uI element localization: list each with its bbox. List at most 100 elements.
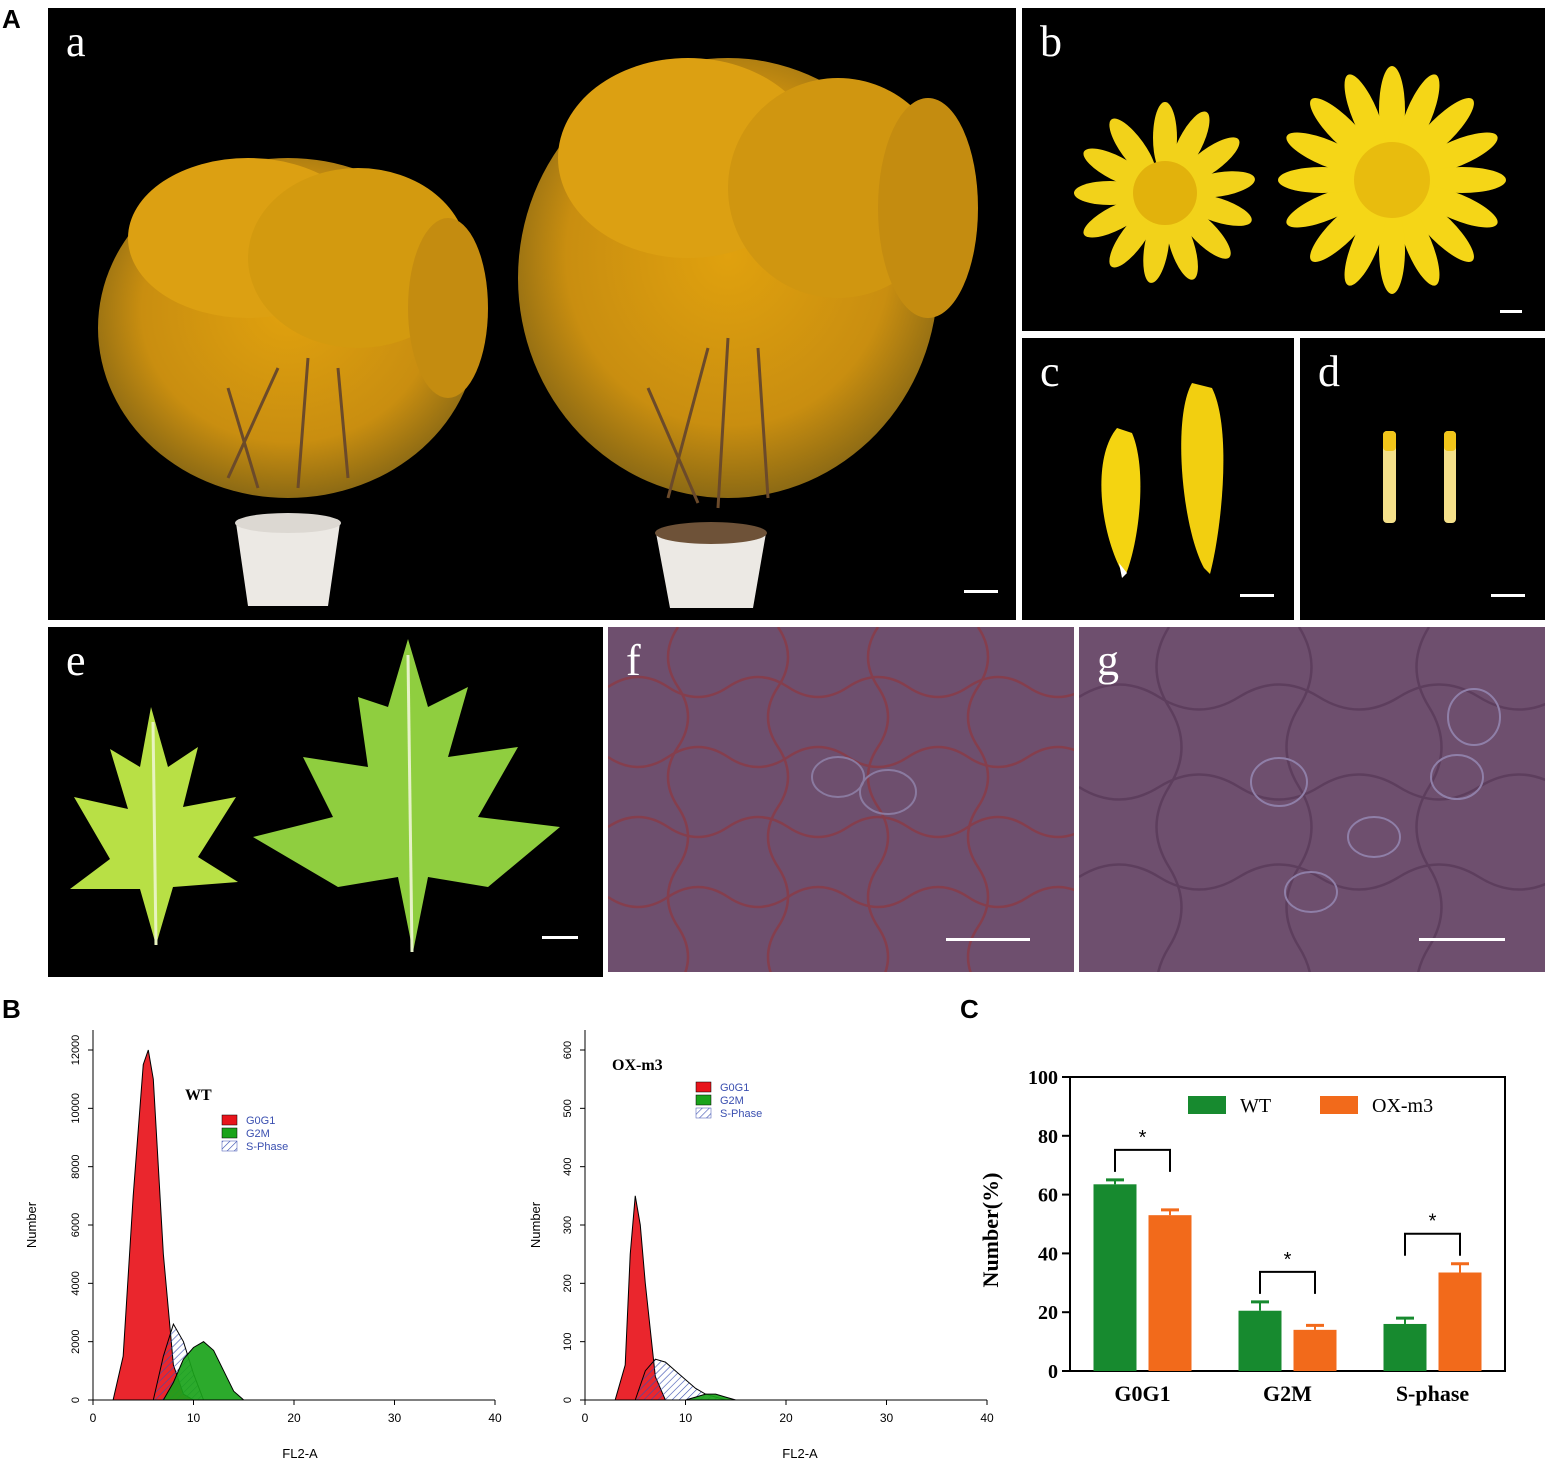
legend-label-g0g1: G0G1: [246, 1115, 275, 1127]
x-tick-label: 40: [980, 1411, 994, 1425]
x-tick-label: 10: [679, 1411, 693, 1425]
y-tick-label: 500: [562, 1099, 574, 1117]
legend-label-ox: OX-m3: [1372, 1095, 1433, 1117]
bar-chart-legend: WT OX-m3: [1188, 1095, 1433, 1117]
legend-swatch-wt: [1188, 1096, 1226, 1114]
y-tick-label: 6000: [70, 1213, 82, 1237]
bar-ox-m3-g0g1: [1148, 1215, 1192, 1371]
panel-letter-c-upper: C: [960, 994, 979, 1024]
panel-letter-a-upper: A: [2, 4, 21, 34]
photo-label-f: f: [626, 636, 641, 685]
flower-illustration: [1074, 66, 1506, 294]
flow-wt-areas: [112, 1049, 246, 1401]
flow-wt-ylabel: Number: [24, 1201, 39, 1248]
y-tick-label: 8000: [70, 1154, 82, 1178]
y-tick-label: 4000: [70, 1271, 82, 1295]
photo-label-c: c: [1040, 347, 1060, 396]
y-tick-label: 10000: [70, 1093, 82, 1124]
bar-chart-x-labels: G0G1 G2M S-phase: [1114, 1381, 1469, 1406]
y-tick-label: 60: [1038, 1185, 1058, 1207]
flow-ox-x-ticks: 0 10 20 30 40: [582, 1400, 994, 1425]
bar-chart-frame: [1069, 1076, 1506, 1372]
y-tick-label: 100: [562, 1332, 574, 1350]
photo-panel-b: b: [1022, 8, 1545, 331]
y-tick-label: 600: [562, 1041, 574, 1059]
photo-panel-c: c: [1022, 338, 1294, 620]
bar-ox-m3-s-phase: [1438, 1272, 1482, 1371]
y-tick-label: 0: [70, 1397, 82, 1403]
plant-illustration: [98, 58, 978, 608]
x-tick-label: 30: [388, 1411, 402, 1425]
significance-bracket: [1404, 1232, 1461, 1256]
bar-chart-bars: * * *: [1093, 1127, 1482, 1371]
bar-chart-y-ticks: 0 20 40 60 80 100: [1028, 1067, 1070, 1383]
legend-label-g2m: G2M: [246, 1128, 270, 1140]
flow-histogram-ox: Number 0 100 200 300 400 500 600 0 10 20 30 40 FL2…: [528, 1030, 994, 1461]
bar-wt-g2m: [1238, 1310, 1282, 1371]
y-tick-label: 20: [1038, 1302, 1058, 1324]
y-tick-label: 2000: [70, 1329, 82, 1353]
y-tick-label: 200: [562, 1274, 574, 1292]
scale-bar-e: [542, 936, 578, 939]
photo-panel-f: f: [608, 627, 1074, 972]
y-tick-label: 300: [562, 1216, 574, 1234]
y-tick-label: 80: [1038, 1126, 1058, 1148]
scale-bar-g: [1419, 938, 1505, 941]
significance-marker: *: [1284, 1249, 1292, 1271]
flow-ox-ylabel: Number: [528, 1201, 543, 1248]
photo-label-a: a: [66, 17, 86, 66]
x-category-label: G0G1: [1114, 1381, 1170, 1406]
x-tick-label: 20: [287, 1411, 301, 1425]
photo-panel-a: a: [48, 8, 1016, 620]
epidermis-cells-illustration: [1079, 627, 1545, 972]
flow-ox-y-ticks: 0 100 200 300 400 500 600: [562, 1041, 585, 1403]
bar-wt-g0g1: [1093, 1184, 1137, 1371]
flow-ox-areas: [614, 1195, 736, 1401]
x-tick-label: 20: [779, 1411, 793, 1425]
bar-wt-s-phase: [1383, 1323, 1427, 1371]
x-tick-label: 10: [187, 1411, 201, 1425]
photo-label-d: d: [1318, 347, 1340, 396]
y-tick-label: 12000: [70, 1035, 82, 1066]
scale-bar-b: [1500, 310, 1522, 313]
y-tick-label: 100: [1028, 1067, 1058, 1089]
photo-label-e: e: [66, 636, 86, 685]
flow-histogram-wt: Number 0 2000 4000 6000 8000 10000 12000 0 10 20…: [24, 1030, 502, 1461]
photo-panel-g: g: [1079, 627, 1545, 972]
legend-swatch-ox: [1320, 1096, 1358, 1114]
y-tick-label: 400: [562, 1157, 574, 1175]
photo-label-b: b: [1040, 17, 1062, 66]
ray-floret-illustration: [1101, 383, 1224, 578]
flow-wt-sample-name: WT: [185, 1087, 212, 1104]
y-tick-label: 40: [1038, 1243, 1058, 1265]
legend-label-g2m: G2M: [720, 1095, 744, 1107]
photo-panel-e: e: [48, 627, 603, 977]
x-tick-label: 0: [90, 1411, 97, 1425]
cell-cycle-bar-chart: Number(%) 0 20 40 60 80 100 * * * G0G1 G2M S-phas…: [978, 1067, 1506, 1406]
x-tick-label: 0: [582, 1411, 589, 1425]
y-tick-label: 0: [562, 1397, 574, 1403]
legend-label-sphase: S-Phase: [246, 1141, 288, 1153]
flow-wt-y-ticks: 0 2000 4000 6000 8000 10000 12000: [70, 1035, 93, 1403]
flow-wt-legend: G0G1 G2M S-Phase: [221, 1114, 288, 1153]
scale-bar-c: [1240, 594, 1274, 597]
flow-wt-xlabel: FL2-A: [282, 1446, 318, 1461]
flow-ox-legend: G0G1 G2M S-Phase: [695, 1081, 762, 1120]
significance-marker: *: [1139, 1127, 1147, 1149]
significance-bracket: [1259, 1270, 1316, 1294]
panel-letter-b-upper: B: [2, 994, 21, 1024]
scale-bar-d: [1491, 594, 1525, 597]
y-tick-label: 0: [1048, 1361, 1058, 1383]
scale-bar-a: [964, 590, 998, 593]
x-tick-label: 40: [488, 1411, 502, 1425]
x-tick-label: 30: [880, 1411, 894, 1425]
significance-bracket: [1114, 1148, 1171, 1172]
significance-marker: *: [1429, 1211, 1437, 1233]
photo-panel-d: d: [1300, 338, 1545, 620]
legend-label-wt: WT: [1240, 1095, 1271, 1117]
area-g2m: [162, 1341, 246, 1401]
x-category-label: G2M: [1263, 1381, 1312, 1406]
legend-label-sphase: S-Phase: [720, 1108, 762, 1120]
x-category-label: S-phase: [1396, 1381, 1470, 1406]
flow-ox-xlabel: FL2-A: [782, 1446, 818, 1461]
